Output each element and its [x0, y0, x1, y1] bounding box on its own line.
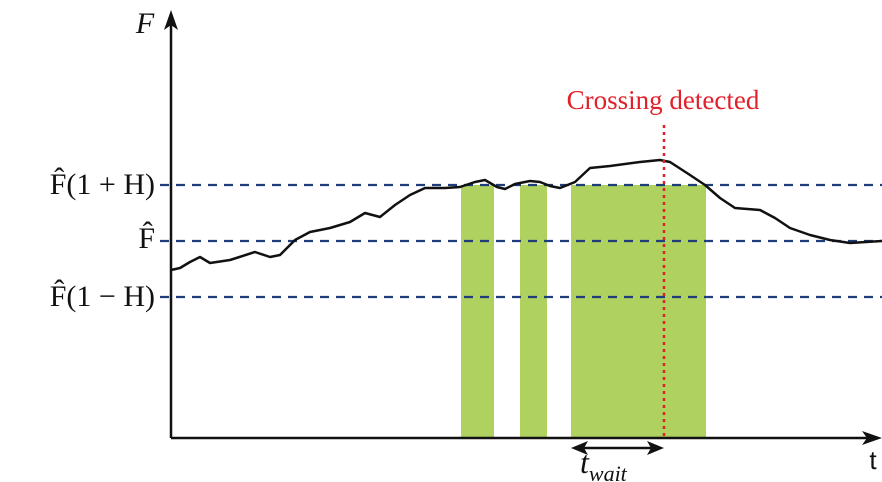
signal-curve: [170, 158, 882, 272]
above-band: [461, 185, 494, 438]
above-band: [571, 185, 706, 438]
y-axis-label: F: [135, 7, 155, 40]
wait-base: t: [580, 444, 590, 480]
wait-subscript: wait: [589, 461, 628, 482]
crossing-annotation: Crossing detected: [567, 85, 760, 115]
wait-arrow-head: [571, 441, 588, 455]
y-axis-arrow: [164, 10, 178, 30]
above-band: [520, 185, 547, 438]
upper-level-label: F̂(1 + H): [50, 167, 155, 201]
middle-level-label: F̂: [138, 221, 155, 255]
level-lines: [160, 183, 882, 299]
wait-label: twait: [580, 444, 628, 482]
x-axis-arrow: [862, 431, 882, 445]
x-axis-label: t: [869, 445, 877, 475]
lower-level-label: F̂(1 − H): [50, 279, 155, 313]
wait-arrow-head: [647, 441, 664, 455]
